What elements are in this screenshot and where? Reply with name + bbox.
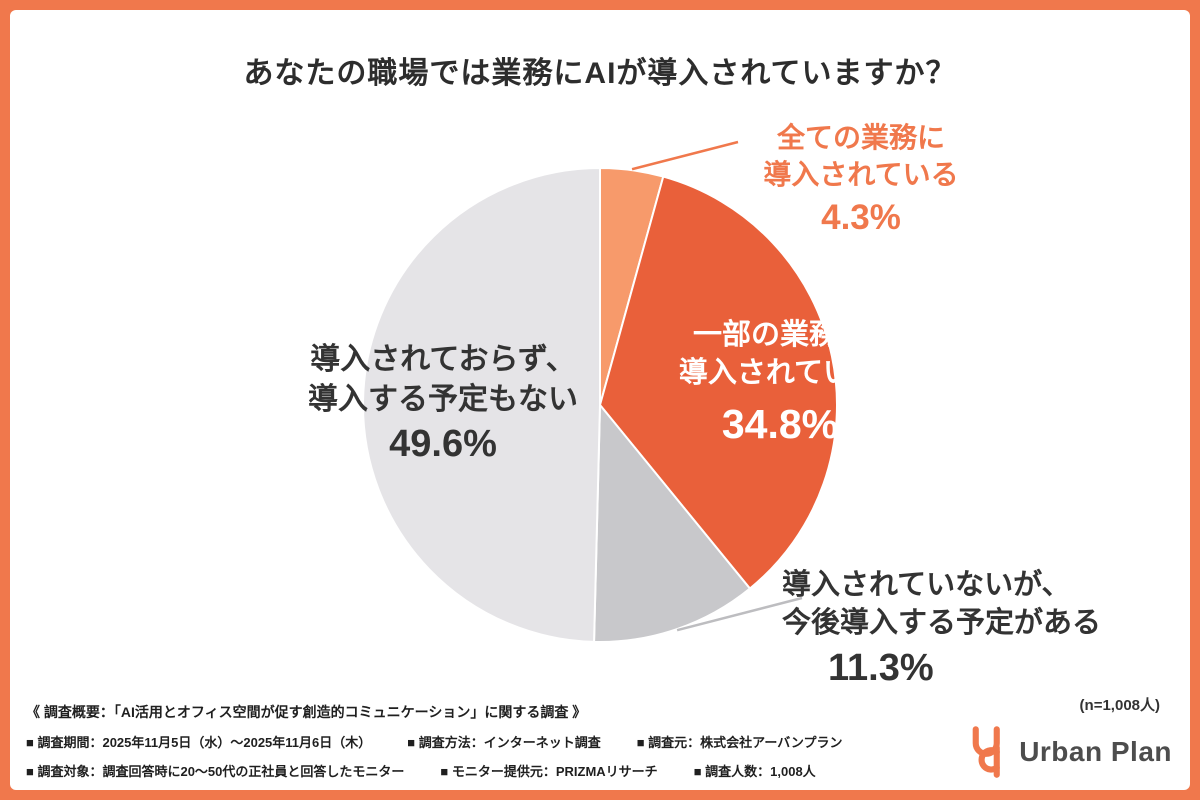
callout-no-plan-line1: 導入されておらず、 [310,343,576,376]
callout-no-plan-line2: 導入する予定もない [308,382,578,416]
callout-all-line1: 全ての業務に [776,122,945,153]
urban-plan-logo-icon [972,726,1000,778]
survey-detail-row-2: ■ 調査対象：調査回答時に20〜50代の正社員と回答したモニター ■ モニター提… [26,761,843,780]
urban-plan-logo-text: Urban Plan [1019,736,1172,767]
callout-all-line2: 導入されている [763,158,959,190]
callout-partial-work: 一部の業務に 導入されている 34.8% [648,316,912,448]
pie-chart [362,140,838,643]
survey-source: ■ 調査元：株式会社アーバンプラン [636,735,843,750]
callout-planned: 導入されていないが、 今後導入する予定がある 11.3% [782,566,1164,690]
leader-line-2 [676,596,803,632]
leader-line-0 [631,140,739,171]
survey-period: ■ 調査期間：2025年11月5日（水）〜2025年11月6日（木） [26,735,372,750]
callout-planned-line2: 今後導入する予定がある [782,607,1102,640]
survey-count: ■ 調査人数：1,008人 [693,764,816,779]
callout-planned-line1: 導入されていないが、 [782,569,1071,601]
chart-canvas: あなたの職場では業務にAIが導入されていますか？ 全ての業務に 導入されている … [10,10,1190,790]
survey-overview: 《 調査概要：「AI活用とオフィス空間が促す創造的コミュニケーション」に関する調… [26,704,587,720]
survey-monitor-provider: ■ モニター提供元：PRIZMAリサーチ [440,764,658,779]
callout-partial-line1: 一部の業務に [692,319,867,351]
survey-footer: 《 調査概要：「AI活用とオフィス空間が促す創造的コミュニケーション」に関する調… [26,702,843,780]
survey-target: ■ 調査対象：調査回答時に20〜50代の正社員と回答したモニター [26,764,405,779]
survey-detail-row-1: ■ 調査期間：2025年11月5日（水）〜2025年11月6日（木） ■ 調査方… [26,732,843,751]
chart-title: あなたの職場では業務にAIが導入されていますか？ [243,57,957,90]
callout-partial-line2: 導入されている [678,357,882,390]
callout-no-plan-value: 49.6% [389,423,497,466]
callout-no-plan: 導入されておらず、 導入する予定もない 49.6% [286,340,600,466]
survey-method: ■ 調査方法：インターネット調査 [407,735,601,750]
pie-slice-2 [593,402,752,643]
callout-partial-value: 34.8% [721,400,839,447]
urban-plan-logo: Urban Plan [967,724,1172,780]
pie-slice-3 [362,166,601,643]
callout-planned-value: 11.3% [828,646,934,689]
callout-all-work: 全ての業務に 導入されている 4.3% [728,120,994,238]
sample-size-note: (n=1,008人) [1079,697,1160,714]
callout-all-value: 4.3% [821,197,901,237]
pie-slice-1 [598,175,838,590]
